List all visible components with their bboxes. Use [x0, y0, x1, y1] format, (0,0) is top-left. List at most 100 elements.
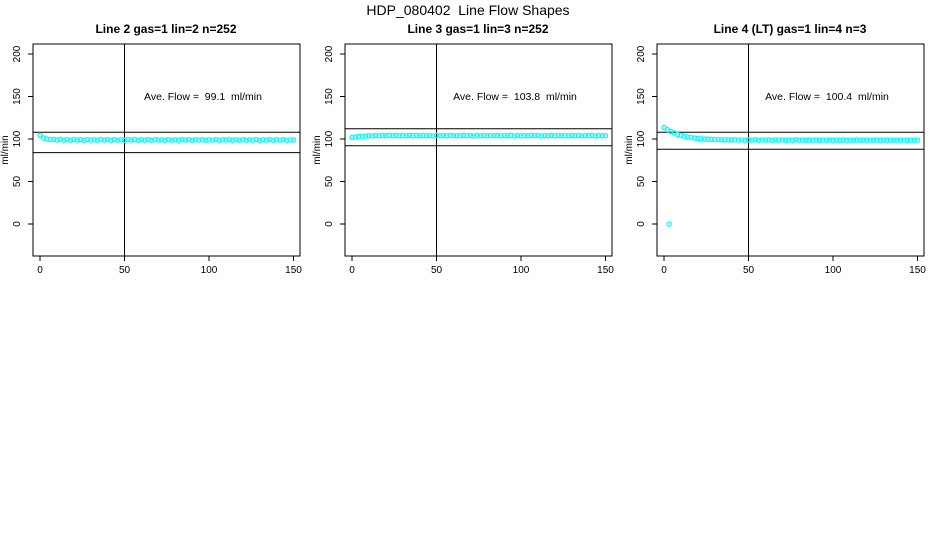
data-point [857, 137, 863, 143]
data-point [165, 136, 172, 143]
data-point [457, 133, 463, 139]
data-point [280, 136, 287, 143]
data-point [907, 137, 914, 143]
data-point [223, 137, 229, 143]
y-axis-label: ml/min [0, 135, 11, 164]
data-point [290, 137, 297, 143]
subplot-title: Line 3 gas=1 lin=3 n=252 [407, 22, 548, 36]
x-tick-label: 50 [743, 265, 755, 276]
data-point [175, 137, 182, 144]
data-point [125, 136, 131, 143]
data-point [236, 137, 243, 143]
data-point [705, 136, 711, 142]
data-point [558, 132, 565, 139]
y-tick-label: 50 [636, 176, 647, 188]
ave-flow-annotation: Ave. Flow = 100.4 ml/min [765, 91, 889, 103]
data-point [809, 137, 816, 143]
data-point [864, 137, 870, 144]
data-point [806, 137, 813, 143]
x-tick-label: 150 [285, 265, 302, 276]
data-point [179, 136, 185, 143]
data-point [487, 132, 494, 139]
data-point [525, 133, 531, 139]
data-point [585, 132, 592, 139]
data-point [572, 133, 578, 139]
data-point [535, 132, 541, 139]
data-point [820, 137, 826, 143]
data-point [887, 137, 894, 143]
data-point [755, 137, 762, 143]
data-point [209, 137, 216, 143]
panel-line2-chart: Line 2 gas=1 lin=2 n=252 0 50 100 150 0 50 100 1… [0, 22, 302, 276]
data-point [695, 135, 701, 142]
data-point [548, 132, 555, 139]
data-point [246, 137, 253, 143]
data-point [847, 137, 853, 143]
data-point [145, 136, 151, 143]
data-point [484, 133, 490, 139]
data-point [87, 137, 94, 143]
panel-line3-chart: Line 3 gas=1 lin=3 n=252 0 50 100 150 0 50 100 1… [312, 22, 614, 276]
data-point [742, 137, 748, 143]
data-point [833, 137, 840, 143]
data-point [47, 136, 53, 143]
data-point [477, 133, 484, 139]
data-point [592, 133, 599, 139]
data-point [891, 137, 897, 143]
data-point [50, 136, 57, 143]
data-point [283, 137, 290, 143]
data-point [114, 137, 121, 143]
data-point [494, 132, 501, 139]
data-point [77, 136, 84, 143]
data-point [460, 132, 467, 139]
data-point [131, 136, 138, 143]
data-point [830, 137, 836, 144]
data-point [715, 136, 721, 143]
x-tick-label: 50 [119, 265, 131, 276]
y-tick-label: 150 [12, 88, 23, 105]
data-point [94, 137, 101, 143]
data-point [853, 137, 860, 143]
plot-title: HDP_080402 Line Flow Shapes [366, 2, 570, 18]
data-point [595, 132, 602, 139]
data-point [410, 132, 416, 139]
y-tick-label: 0 [636, 221, 647, 227]
data-point [508, 132, 514, 139]
data-point [897, 137, 904, 144]
data-point [531, 132, 538, 139]
data-point [67, 137, 74, 143]
data-point [718, 137, 725, 143]
data-point [240, 136, 246, 143]
data-point [440, 132, 447, 139]
data-point [403, 133, 409, 139]
data-point [433, 132, 440, 139]
data-point [54, 137, 60, 143]
data-point [454, 132, 460, 139]
data-point [379, 132, 386, 139]
data-point [84, 136, 91, 143]
data-point [270, 137, 276, 143]
outlier-point [666, 221, 672, 227]
data-point [233, 137, 239, 143]
data-point [745, 137, 752, 143]
data-point [803, 137, 809, 144]
y-tick-label: 200 [12, 45, 23, 62]
data-point [874, 137, 880, 143]
data-point [579, 133, 585, 139]
data-point [867, 137, 873, 143]
x-tick-label: 0 [37, 265, 43, 276]
data-point [728, 137, 735, 143]
data-point [118, 137, 124, 143]
data-point [562, 132, 568, 139]
data-point [101, 137, 107, 143]
data-point [111, 136, 118, 143]
data-point [599, 133, 605, 139]
data-point [450, 133, 457, 139]
data-point [708, 136, 715, 143]
data-point [565, 133, 572, 139]
subplot-title: Line 4 (LT) gas=1 lin=4 n=3 [714, 22, 867, 36]
x-tick-label: 50 [431, 265, 443, 276]
data-point [880, 137, 887, 143]
data-point [37, 132, 43, 138]
y-tick-label: 100 [324, 130, 335, 147]
